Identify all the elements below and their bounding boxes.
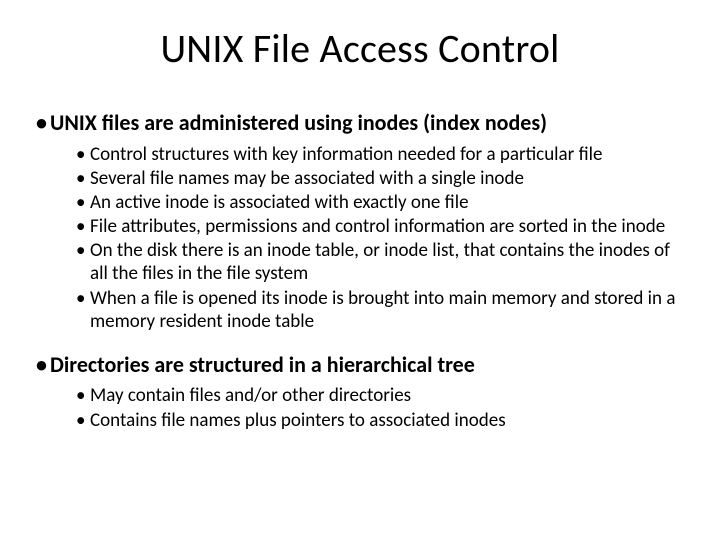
- list-item: When a file is opened its inode is broug…: [76, 287, 684, 333]
- slide-title: UNIX File Access Control: [36, 24, 684, 73]
- list-item: May contain files and/or other directori…: [76, 384, 684, 407]
- section-heading: UNIX files are administered using inodes…: [50, 109, 547, 136]
- list-item: Contains file names plus pointers to ass…: [76, 409, 684, 432]
- list-item: File attributes, permissions and control…: [76, 215, 684, 238]
- list-item: On the disk there is an inode table, or …: [76, 239, 684, 285]
- list-item: An active inode is associated with exact…: [76, 191, 684, 214]
- section-directories: Directories are structured in a hierarch…: [36, 351, 684, 432]
- list-item: Control structures with key information …: [76, 143, 684, 166]
- section-inodes: UNIX files are administered using inodes…: [36, 109, 684, 333]
- section-heading: Directories are structured in a hierarch…: [50, 351, 475, 378]
- slide: UNIX File Access Control UNIX files are …: [0, 0, 720, 540]
- bullet-list-lvl1: UNIX files are administered using inodes…: [36, 109, 684, 432]
- bullet-list-lvl2: Control structures with key information …: [50, 143, 684, 333]
- bullet-list-lvl2: May contain files and/or other directori…: [50, 384, 684, 431]
- list-item: Several file names may be associated wit…: [76, 167, 684, 190]
